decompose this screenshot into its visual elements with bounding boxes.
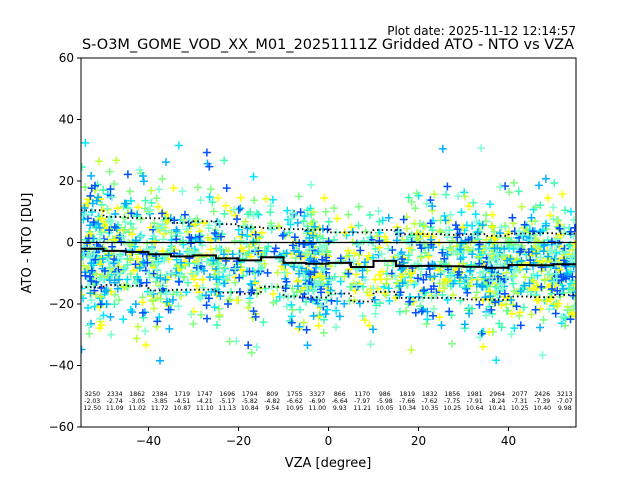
bin-mean-label: -2.03	[84, 398, 100, 405]
bin-count-label: 2426	[534, 391, 550, 398]
bin-mean-label: -5.82	[242, 398, 258, 405]
bin-mean-label: -6.64	[332, 398, 348, 405]
x-tick-label: 20	[411, 434, 426, 448]
bin-count-label: 2384	[152, 391, 168, 398]
y-tick-label: 0	[66, 236, 74, 250]
bin-mean-label: -7.39	[534, 398, 550, 405]
y-axis-label: ATO - NTO [DU]	[20, 193, 35, 294]
bin-std-label: 12.50	[83, 405, 101, 412]
scatter-points	[81, 138, 576, 365]
bin-mean-label: -8.24	[489, 398, 505, 405]
bin-std-label: 10.05	[376, 405, 394, 412]
bin-mean-label: -4.82	[264, 398, 280, 405]
bin-mean-label: -7.97	[354, 398, 370, 405]
bin-std-label: 10.87	[173, 405, 191, 412]
bin-std-label: 11.09	[106, 405, 124, 412]
bin-std-label: 11.21	[353, 405, 371, 412]
mean-line	[81, 247, 576, 269]
bin-count-label: 1832	[422, 391, 438, 398]
x-axis-label: VZA [degree]	[285, 456, 372, 471]
chart-title: S-O3M_GOME_VOD_XX_M01_20251111Z Gridded …	[82, 37, 574, 53]
bin-std-label: 11.10	[196, 405, 214, 412]
bin-mean-label: -5.98	[377, 398, 393, 405]
bin-std-label: 9.98	[558, 405, 572, 412]
bin-count-label: 3213	[557, 391, 573, 398]
bin-mean-label: -4.21	[197, 398, 213, 405]
x-tick-label: −20	[226, 434, 251, 448]
x-tick-label: 40	[501, 434, 516, 448]
bin-count-label: 986	[379, 391, 391, 398]
bin-mean-label: -6.62	[287, 398, 303, 405]
bin-count-label: 809	[266, 391, 278, 398]
bin-mean-label: -7.07	[557, 398, 573, 405]
bin-count-label: 3327	[309, 391, 325, 398]
bin-std-label: 11.72	[151, 405, 169, 412]
x-tick-label: −40	[136, 434, 161, 448]
bin-count-label: 1794	[242, 391, 258, 398]
y-tick-label: 40	[59, 113, 74, 127]
bin-count-label: 1696	[219, 391, 235, 398]
bin-std-label: 10.35	[421, 405, 439, 412]
bin-count-label: 1747	[197, 391, 213, 398]
bin-std-label: 10.40	[533, 405, 551, 412]
lower-std-line	[81, 284, 576, 303]
bin-std-label: 11.13	[218, 405, 236, 412]
bin-std-label: 10.95	[286, 405, 304, 412]
y-tick-label: −60	[49, 420, 74, 434]
bin-mean-label: -7.91	[467, 398, 483, 405]
bin-count-label: 2964	[489, 391, 505, 398]
y-tick-label: 60	[59, 51, 74, 65]
bin-mean-label: -5.17	[219, 398, 235, 405]
bin-std-label: 10.34	[398, 405, 416, 412]
bin-count-label: 866	[334, 391, 346, 398]
y-tick-label: 20	[59, 174, 74, 188]
bin-std-label: 10.64	[466, 405, 484, 412]
bin-mean-label: -4.51	[174, 398, 190, 405]
plot-date: Plot date: 2025-11-12 12:14:57	[387, 24, 576, 38]
bin-count-label: 1719	[174, 391, 190, 398]
y-axis: −60 −40 −20 0 20 40 60	[49, 51, 81, 434]
bin-count-label: 3250	[84, 391, 100, 398]
bin-mean-label: -7.62	[422, 398, 438, 405]
bin-count-label: 1170	[354, 391, 370, 398]
statistics-lines	[81, 209, 576, 303]
x-axis: −40 −20 0 20 40	[136, 427, 516, 448]
y-tick-label: −40	[49, 359, 74, 373]
bin-count-label: 1862	[129, 391, 145, 398]
y-tick-label: −20	[49, 297, 74, 311]
bin-mean-label: -7.66	[399, 398, 415, 405]
bin-count-label: 1856	[444, 391, 460, 398]
x-tick-label: 0	[325, 434, 333, 448]
bin-std-label: 10.41	[488, 405, 506, 412]
bin-mean-label: -3.05	[129, 398, 145, 405]
bin-std-label: 10.25	[443, 405, 461, 412]
bin-mean-label: -7.31	[512, 398, 528, 405]
bin-count-label: 1819	[399, 391, 415, 398]
bin-std-label: 10.84	[241, 405, 259, 412]
bin-count-label: 2077	[512, 391, 528, 398]
bin-std-label: 10.25	[511, 405, 529, 412]
bin-mean-label: -3.85	[152, 398, 168, 405]
bin-mean-label: -2.74	[107, 398, 123, 405]
bin-count-label: 1981	[467, 391, 483, 398]
bin-statistics: 3250-2.0312.502334-2.7411.091862-3.0511.…	[83, 391, 572, 412]
bin-std-label: 11.00	[308, 405, 326, 412]
bin-std-label: 9.93	[333, 405, 347, 412]
bin-mean-label: -6.90	[309, 398, 325, 405]
bin-std-label: 11.02	[128, 405, 146, 412]
bin-mean-label: -7.75	[444, 398, 460, 405]
bin-count-label: 1755	[287, 391, 303, 398]
bin-count-label: 2334	[107, 391, 123, 398]
bin-std-label: 9.54	[265, 405, 279, 412]
